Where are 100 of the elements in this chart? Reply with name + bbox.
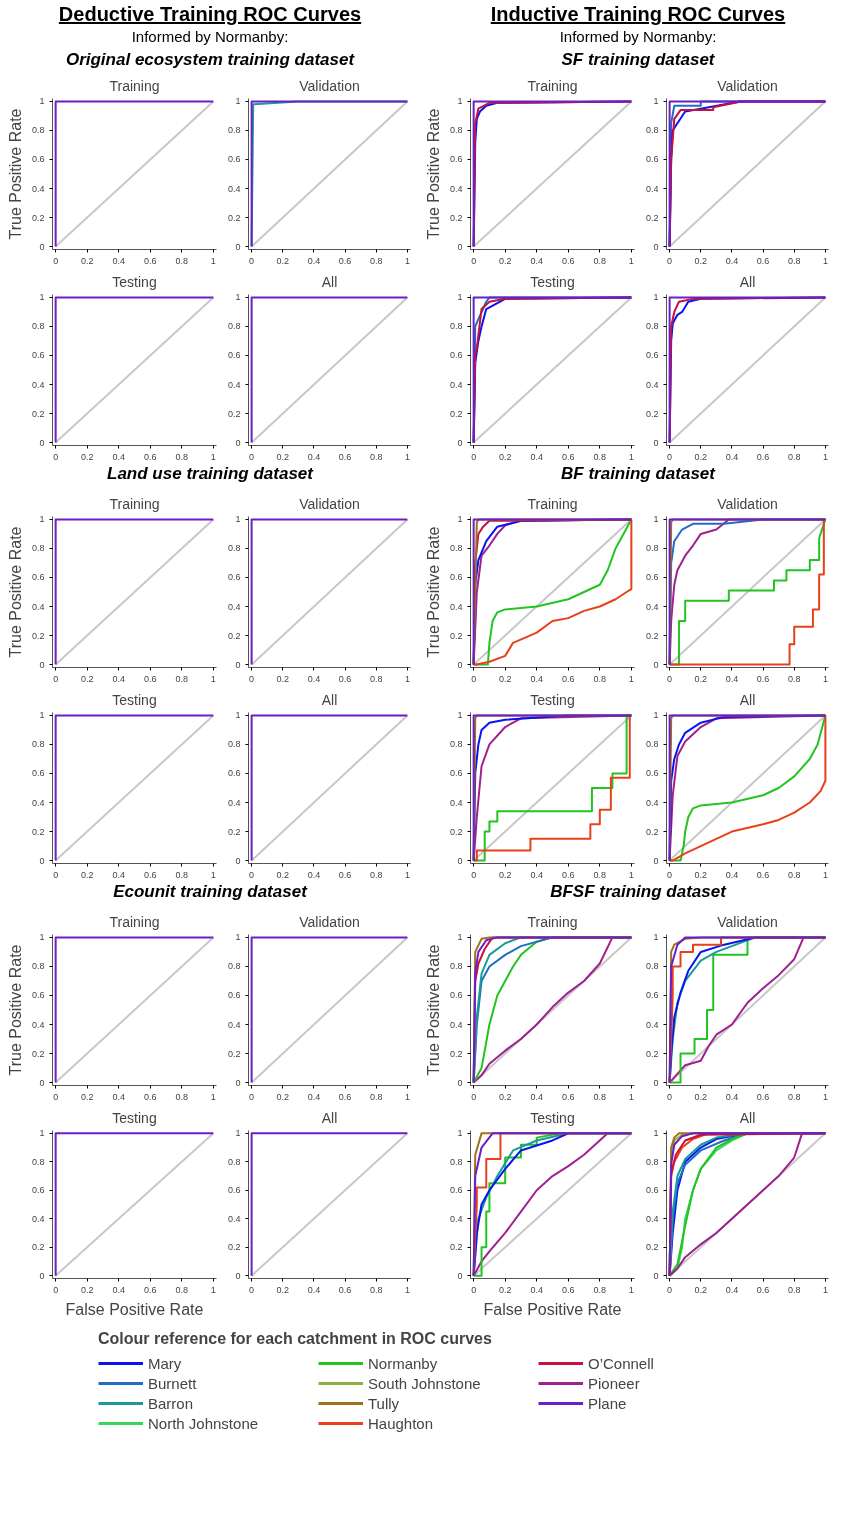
text: Inductive Training ROC Curves (489, 2, 787, 27)
x-tick-label: 0.8 (787, 1091, 801, 1102)
y-tick-label: 0 (39, 437, 45, 448)
x-axis-title: False Positive Rate (483, 1300, 622, 1318)
y-tick-label: 0.8 (449, 1156, 463, 1167)
x-tick-label: 0.6 (756, 255, 770, 266)
x-axis-title: False Positive Rate (65, 1300, 204, 1318)
x-tick-label: 0.2 (498, 673, 512, 684)
x-tick-label: 0.6 (338, 1091, 352, 1102)
y-tick-label: 0.6 (31, 572, 45, 583)
y-tick-label: 0.8 (645, 961, 659, 972)
y-axis-title: True Positive Rate (6, 944, 24, 1076)
y-tick-label: 0.4 (449, 1213, 463, 1224)
y-tick-label: 0.2 (449, 408, 463, 419)
x-tick-label: 0 (471, 1284, 477, 1295)
text: Informed by Normanby: (130, 27, 290, 47)
x-tick-label: 0.6 (756, 1091, 770, 1102)
y-tick-label: 0.8 (31, 739, 45, 750)
y-tick-label: 1 (457, 1128, 463, 1139)
text: BF training dataset (560, 463, 717, 485)
x-tick-label: 1 (404, 255, 410, 266)
y-tick-label: 0.8 (645, 321, 659, 332)
y-tick-label: 0 (39, 1077, 45, 1088)
y-tick-label: 0.6 (449, 990, 463, 1001)
y-tick-label: 0 (653, 1077, 659, 1088)
x-tick-label: 0.8 (787, 451, 801, 462)
y-tick-label: 1 (235, 96, 241, 107)
x-tick-label: 0.8 (369, 1284, 383, 1295)
legend-label: Mary (148, 1354, 183, 1372)
x-tick-label: 0.2 (694, 673, 708, 684)
y-tick-label: 1 (235, 514, 241, 525)
y-tick-label: 1 (653, 1128, 659, 1139)
y-tick-label: 0.2 (31, 1242, 45, 1253)
x-tick-label: 0.2 (80, 255, 94, 266)
y-tick-label: 0.6 (227, 768, 241, 779)
y-tick-label: 0 (457, 1270, 463, 1281)
x-tick-label: 0.8 (175, 451, 189, 462)
y-tick-label: 0 (39, 1270, 45, 1281)
y-tick-label: 0.4 (31, 183, 45, 194)
y-tick-label: 0.8 (31, 543, 45, 554)
y-tick-label: 0.4 (645, 601, 659, 612)
chart-title: Testing (530, 1109, 575, 1126)
y-tick-label: 0 (457, 437, 463, 448)
y-tick-label: 0.2 (227, 1242, 241, 1253)
x-tick-label: 0.6 (562, 1284, 575, 1295)
x-tick-label: 1 (628, 869, 634, 880)
x-tick-label: 0.4 (112, 1091, 125, 1102)
y-tick-label: 0.4 (227, 1019, 241, 1030)
y-tick-label: 0.8 (645, 125, 659, 136)
y-tick-label: 0.8 (31, 125, 45, 136)
chart-title: Training (109, 913, 160, 930)
x-tick-label: 0 (667, 451, 673, 462)
x-tick-label: 0.4 (307, 451, 321, 462)
chart-title: Validation (717, 913, 778, 930)
x-tick-label: 0.8 (175, 869, 189, 880)
x-tick-label: 0 (249, 255, 255, 266)
text: Informed by Normanby: (558, 27, 718, 47)
y-tick-label: 1 (235, 1128, 241, 1139)
y-tick-label: 0.4 (227, 1213, 241, 1224)
x-tick-label: 0 (471, 869, 477, 880)
x-tick-label: 0.4 (112, 255, 125, 266)
x-tick-label: 0.8 (787, 673, 801, 684)
y-tick-label: 0.2 (227, 1048, 241, 1059)
x-tick-label: 0.2 (694, 451, 708, 462)
x-tick-label: 1 (404, 451, 410, 462)
y-axis-title: True Positive Rate (424, 944, 442, 1076)
x-tick-label: 0 (249, 869, 255, 880)
x-tick-label: 0.4 (725, 673, 739, 684)
chart-title: Validation (299, 495, 360, 512)
x-tick-label: 0.2 (80, 1091, 94, 1102)
y-tick-label: 0 (653, 855, 659, 866)
y-tick-label: 0.4 (227, 797, 241, 808)
y-tick-label: 0.4 (227, 601, 241, 612)
x-tick-label: 0.4 (530, 869, 543, 880)
y-tick-label: 0.6 (227, 990, 241, 1001)
x-tick-label: 0 (53, 255, 59, 266)
x-tick-label: 1 (210, 451, 216, 462)
y-tick-label: 1 (457, 292, 463, 303)
x-tick-label: 0 (667, 869, 673, 880)
y-tick-label: 0.2 (227, 826, 241, 837)
y-tick-label: 0.2 (449, 826, 463, 837)
x-tick-label: 0.8 (175, 1284, 189, 1295)
y-tick-label: 0.2 (31, 826, 45, 837)
x-tick-label: 0.6 (144, 1091, 157, 1102)
x-tick-label: 0.4 (307, 255, 321, 266)
chart-title: Testing (530, 273, 575, 290)
x-tick-label: 0.8 (593, 673, 607, 684)
y-tick-label: 0.4 (227, 183, 241, 194)
y-tick-label: 0.8 (31, 1156, 45, 1167)
x-tick-label: 0.6 (562, 451, 575, 462)
x-tick-label: 0 (471, 255, 477, 266)
y-tick-label: 0 (235, 437, 241, 448)
x-tick-label: 0.4 (112, 673, 125, 684)
x-tick-label: 0.8 (175, 255, 189, 266)
y-tick-label: 0.6 (449, 572, 463, 583)
text: Ecounit training dataset (112, 881, 309, 903)
y-tick-label: 1 (39, 1128, 45, 1139)
x-tick-label: 1 (404, 673, 410, 684)
chart-title: Training (527, 495, 578, 512)
x-tick-label: 0.4 (530, 673, 543, 684)
